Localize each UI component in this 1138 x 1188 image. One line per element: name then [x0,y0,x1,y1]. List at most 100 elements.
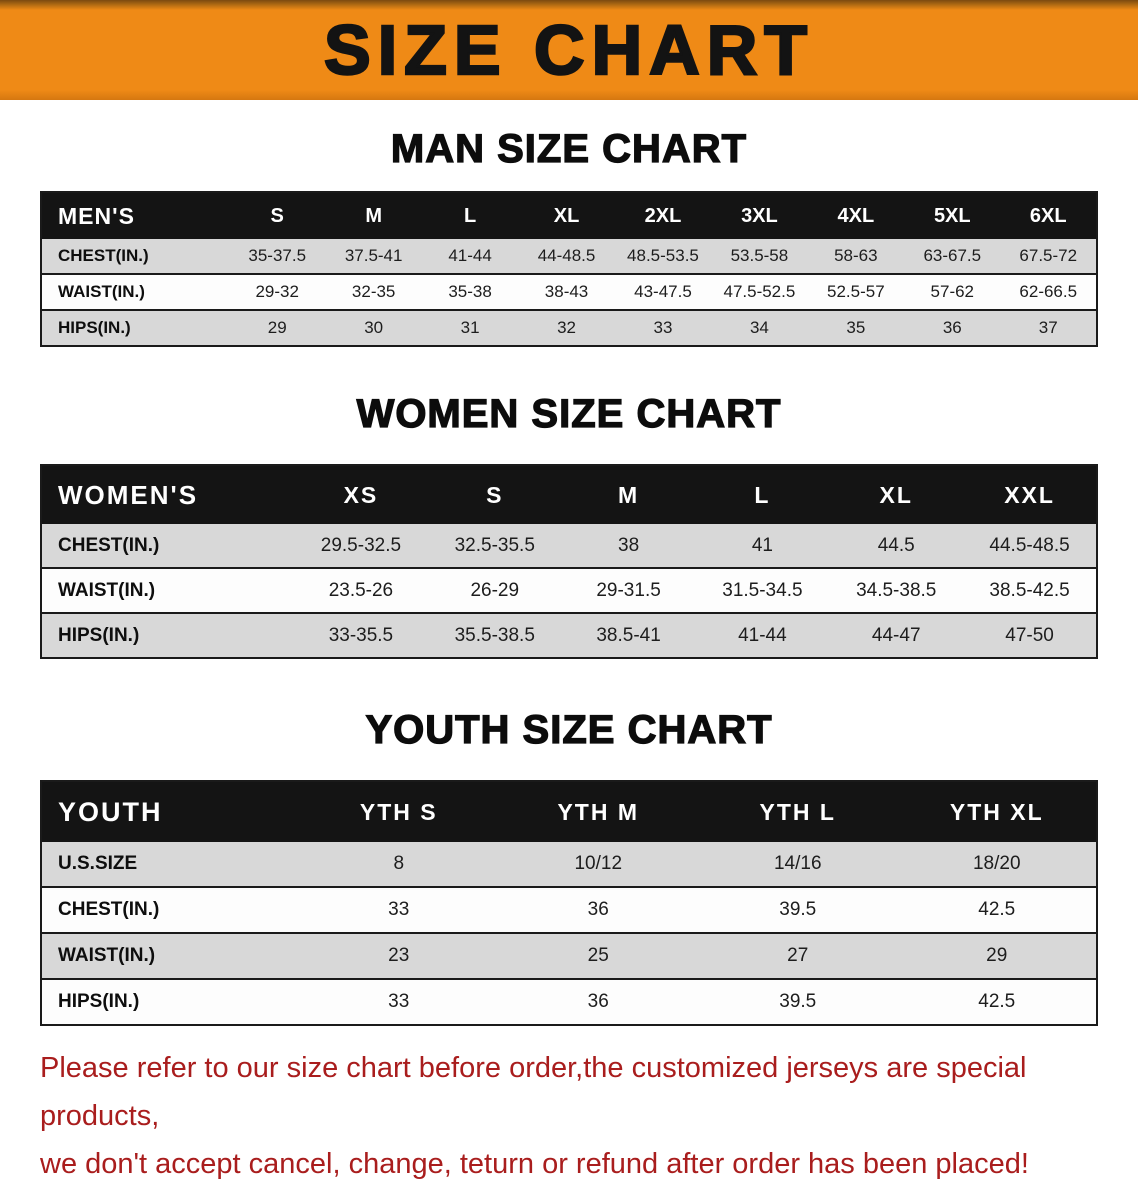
column-header: YTH L [698,781,898,842]
column-header: L [695,465,830,524]
table-cell: 43-47.5 [634,282,692,301]
table-header-row: MEN'S S M L XL 2XL 3XL 4XL 5XL 6XL [41,192,1097,239]
table-cell: 10/12 [574,853,623,874]
row-label: WAIST(IN.) [58,282,145,301]
table-cell: 18/20 [972,853,1021,874]
table-cell: 32 [557,318,576,337]
row-label: WAIST(IN.) [58,579,156,601]
table-cell: 25 [587,945,609,966]
column-header: 3XL [711,192,808,239]
table-cell: 44-47 [871,624,921,646]
table-cell: 37 [1038,318,1058,337]
table-cell: 58-63 [834,246,878,265]
column-header: L [421,192,519,239]
table-cell: 32.5-35.5 [454,534,535,556]
table-cell: 23.5-26 [328,579,394,601]
youth-section-heading: YOUTH SIZE CHART [365,707,773,752]
table-cell: 44.5 [877,534,915,556]
column-header: YTH XL [897,781,1097,842]
table-cell: 67.5-72 [1019,246,1078,265]
column-header: XXL [963,465,1097,524]
table-cell: 47-50 [1005,624,1054,646]
table-cell: 30 [364,318,384,337]
table-row: WAIST(IN.) 23.5-26 26-29 29-31.5 31.5-34.5 34… [41,568,1097,613]
table-cell: 8 [393,853,405,874]
table-cell: 29-32 [255,282,299,301]
youth-size-section: YOUTH SIZE CHART YOUTH YTH S YTH M YTH L YTH… [0,707,1138,1026]
table-cell: 29.5-32.5 [320,534,402,556]
table-cell: 39.5 [779,899,817,920]
table-cell: 41-44 [448,246,492,265]
table-cell: 33 [388,899,410,920]
table-cell: 41 [751,534,773,556]
page-title: SIZE CHART [323,11,814,89]
table-cell: 63-67.5 [923,246,982,265]
men-section-heading: MAN SIZE CHART [390,126,748,171]
men-size-table: MEN'S S M L XL 2XL 3XL 4XL 5XL 6XL CHEST(IN.) 35-37… [40,191,1098,347]
table-cell: 39.5 [779,991,817,1012]
table-cell: 48.5-53.5 [627,246,699,265]
column-header: S [427,465,562,524]
disclaimer-line-1: Please refer to our size chart before or… [40,1052,1027,1132]
women-size-table: WOMEN'S XS S M L XL XXL CHEST(IN.) 29.5-32.5 32.5… [40,464,1098,659]
table-row: WAIST(IN.) 23 25 27 29 [41,933,1097,979]
table-row: CHEST(IN.) 35-37.5 37.5-41 41-44 44-48.5 48.5… [41,239,1097,274]
table-row: CHEST(IN.) 29.5-32.5 32.5-35.5 38 41 44.5 44.5… [41,524,1097,568]
table-cell: 14/16 [773,853,822,874]
table-cell: 41-44 [738,624,787,646]
women-size-section: WOMEN SIZE CHART WOMEN'S XS S M L XL XXL CHEST(… [0,391,1138,659]
row-label: HIPS(IN.) [58,991,140,1012]
table-cell: 38.5-41 [596,624,661,646]
table-cell: 33-35.5 [328,624,394,646]
table-row: U.S.SIZE 8 10/12 14/16 18/20 [41,842,1097,887]
table-cell: 37.5-41 [344,246,403,265]
table-cell: 35 [846,318,866,337]
column-header: YTH S [299,781,499,842]
row-label: CHEST(IN.) [58,899,160,920]
table-cell: 38 [618,534,640,556]
table-cell: 53.5-58 [730,246,789,265]
row-label: HIPS(IN.) [58,318,131,337]
table-header-row: YOUTH YTH S YTH M YTH L YTH XL [41,781,1097,842]
table-cell: 44.5-48.5 [989,534,1070,556]
row-label: HIPS(IN.) [58,624,140,646]
table-cell: 42.5 [978,991,1016,1012]
table-header-row: WOMEN'S XS S M L XL XXL [41,465,1097,524]
column-header: XS [294,465,428,524]
table-cell: 44-48.5 [537,246,596,265]
table-cell: 23 [388,945,410,966]
column-header: 5XL [904,192,1001,239]
column-header: YTH M [498,781,698,842]
table-cell: 35-38 [448,282,492,301]
column-header: XL [518,192,615,239]
banner: SIZE CHART [0,0,1138,100]
column-header: XL [829,465,964,524]
table-title-cell: WOMEN'S [41,465,294,524]
table-cell: 36 [942,318,962,337]
men-size-section: MAN SIZE CHART MEN'S S M L XL 2XL 3XL 4XL 5XL 6XL… [0,126,1138,347]
column-header: 2XL [614,192,712,239]
column-header: 4XL [807,192,905,239]
table-cell: 31.5-34.5 [722,579,803,601]
table-cell: 35-37.5 [248,246,307,265]
table-cell: 34 [749,318,769,337]
row-label: CHEST(IN.) [58,534,160,556]
column-header: S [229,192,326,239]
youth-size-table: YOUTH YTH S YTH M YTH L YTH XL U.S.SIZE 8 10/12… [40,780,1098,1026]
table-cell: 42.5 [978,899,1016,920]
table-cell: 29-31.5 [596,579,661,601]
table-cell: 32-35 [351,282,396,301]
table-cell: 36 [587,899,609,920]
table-cell: 26-29 [470,579,520,601]
table-cell: 29 [986,945,1008,966]
row-label: WAIST(IN.) [58,945,156,966]
table-cell: 35.5-38.5 [454,624,535,646]
table-cell: 38.5-42.5 [989,579,1070,601]
table-cell: 31 [460,318,480,337]
row-label: CHEST(IN.) [58,246,149,265]
table-cell: 52.5-57 [827,282,885,301]
column-header: M [325,192,422,239]
table-row: CHEST(IN.) 33 36 39.5 42.5 [41,887,1097,933]
row-label: U.S.SIZE [58,853,138,874]
